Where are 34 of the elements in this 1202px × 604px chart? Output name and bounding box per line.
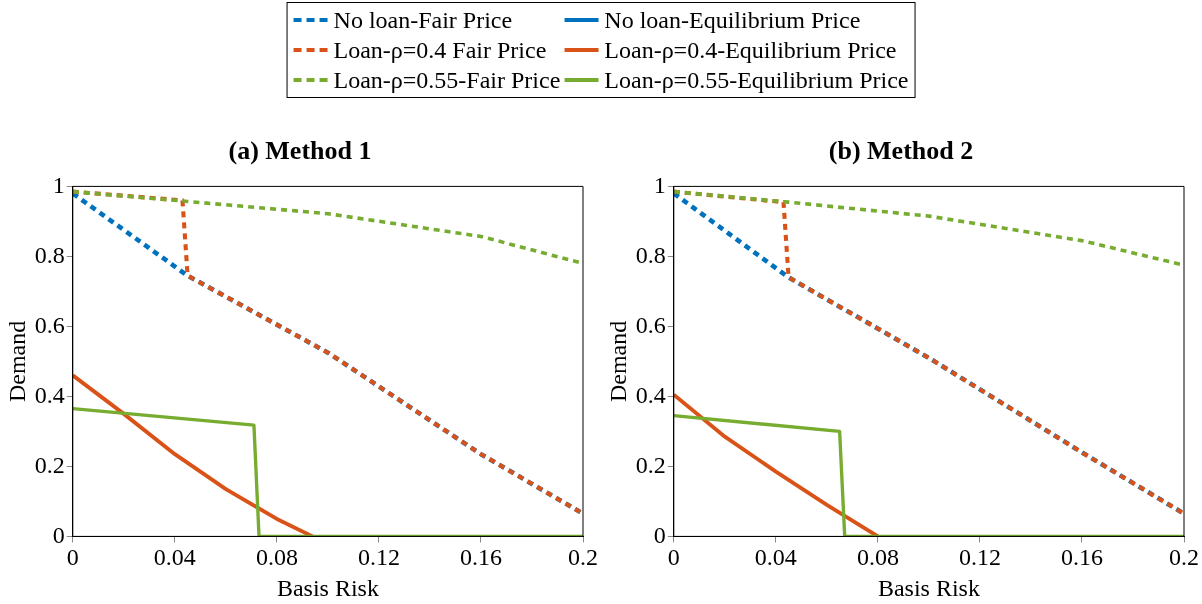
x-tick-label: 0.12 [357,544,400,571]
legend-label: No loan-Equilibrium Price [604,6,861,35]
y-axis-title: Demand [3,320,30,403]
y-tick-label: 0.8 [34,241,65,268]
y-tick-label: 0 [52,521,65,548]
legend-label: No loan-Fair Price [333,6,513,35]
x-axis-title: Basis Risk [877,574,980,601]
x-tick-label: 0.04 [754,544,797,571]
y-tick-label: 1 [653,171,666,198]
chart-title: (b) Method 2 [827,135,975,167]
chart-title: (a) Method 1 [227,135,373,167]
y-axis-title: Demand [604,320,631,403]
y-tick-label: 0.6 [34,311,65,338]
x-tick-label: 0.04 [153,544,196,571]
x-tick-label: 0.08 [856,544,899,571]
y-tick-label: 0.6 [635,311,666,338]
y-tick-label: 0.2 [635,451,666,478]
legend-label: Loan-ρ=0.4 Fair Price [333,36,547,65]
x-tick-label: 0.2 [568,544,598,571]
x-tick-label: 0.16 [1060,544,1103,571]
y-tick-label: 0.4 [635,381,666,408]
x-tick-label: 0.16 [459,544,502,571]
legend-label: Loan-ρ=0.55-Equilibrium Price [604,66,909,95]
y-tick-label: 0.4 [34,381,65,408]
x-tick-label: 0.12 [958,544,1001,571]
y-tick-label: 0.2 [34,451,65,478]
legend-label: Loan-ρ=0.4-Equilibrium Price [604,36,897,65]
x-axis-title: Basis Risk [276,574,379,601]
y-tick-label: 0 [653,521,666,548]
y-tick-label: 0.8 [635,241,666,268]
x-tick-label: 0.08 [255,544,298,571]
legend-label: Loan-ρ=0.55-Fair Price [333,66,561,95]
y-tick-label: 1 [52,171,65,198]
x-tick-label: 0.2 [1169,544,1199,571]
